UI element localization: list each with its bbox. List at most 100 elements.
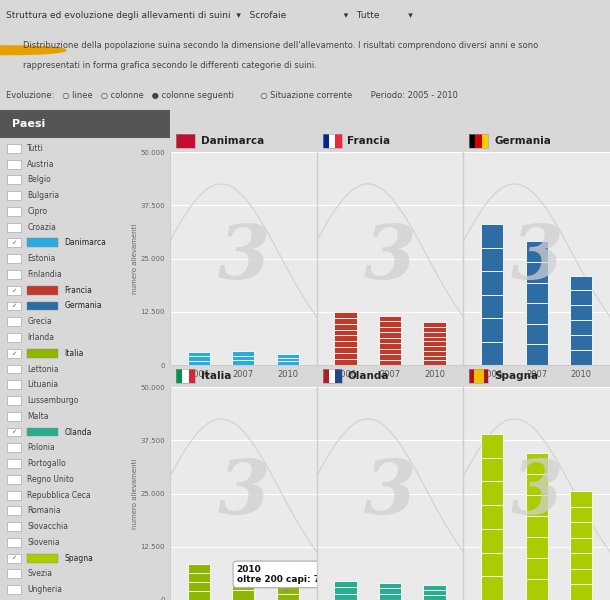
Bar: [570, 538, 592, 553]
Bar: [474, 370, 484, 383]
Text: Slovenia: Slovenia: [27, 538, 60, 547]
Bar: [469, 370, 488, 383]
Bar: [336, 134, 342, 148]
Bar: [7, 349, 21, 358]
Bar: [570, 584, 592, 600]
Bar: [423, 346, 445, 351]
Bar: [27, 554, 58, 563]
Bar: [7, 380, 21, 389]
Bar: [336, 370, 342, 383]
Bar: [188, 352, 210, 356]
Bar: [176, 370, 182, 383]
Text: Belgio: Belgio: [27, 175, 51, 184]
Bar: [481, 505, 503, 529]
Bar: [7, 333, 21, 342]
Text: Italia: Italia: [65, 349, 84, 358]
Bar: [526, 283, 548, 303]
Text: Lettonia: Lettonia: [27, 364, 59, 373]
Bar: [570, 569, 592, 584]
Bar: [423, 351, 445, 356]
Bar: [570, 290, 592, 305]
Bar: [334, 312, 357, 317]
Bar: [323, 134, 342, 148]
Bar: [334, 323, 357, 329]
Bar: [379, 349, 401, 354]
Text: Olanda: Olanda: [65, 428, 92, 437]
Bar: [323, 370, 342, 383]
Bar: [482, 134, 488, 148]
Bar: [423, 341, 445, 346]
Bar: [334, 347, 357, 353]
Bar: [232, 590, 254, 600]
Bar: [7, 160, 21, 169]
Text: Finlandia: Finlandia: [27, 270, 62, 279]
Bar: [379, 589, 401, 594]
Bar: [7, 191, 21, 200]
Bar: [27, 302, 58, 310]
Bar: [379, 316, 401, 322]
Bar: [7, 238, 21, 247]
Bar: [526, 495, 548, 516]
Text: Evoluzione:   ○ linee   ○ colonne   ● colonne seguenti          ○ Situazione cor: Evoluzione: ○ linee ○ colonne ● colonne …: [6, 91, 458, 100]
Bar: [277, 581, 299, 587]
Bar: [379, 594, 401, 600]
Text: rappresentati in forma grafica secondo le differenti categorie di suini.: rappresentati in forma grafica secondo l…: [23, 61, 317, 70]
Text: Svezia: Svezia: [27, 569, 52, 578]
Bar: [475, 134, 482, 148]
Bar: [570, 491, 592, 507]
Bar: [423, 332, 445, 337]
Text: Germania: Germania: [65, 301, 102, 310]
Bar: [188, 361, 210, 365]
Text: 3: 3: [364, 457, 416, 530]
Bar: [7, 223, 21, 232]
Text: 3: 3: [511, 222, 563, 295]
Bar: [27, 286, 58, 295]
Bar: [329, 370, 336, 383]
Text: Struttura ed evoluzione degli allevamenti di suini  ▾   Scrofaie                : Struttura ed evoluzione degli allevament…: [6, 11, 413, 20]
Bar: [379, 583, 401, 589]
Bar: [334, 341, 357, 347]
Bar: [7, 365, 21, 373]
Bar: [481, 224, 503, 248]
Bar: [7, 396, 21, 405]
Bar: [334, 359, 357, 365]
Bar: [334, 593, 357, 600]
Bar: [570, 523, 592, 538]
Bar: [277, 354, 299, 358]
Bar: [526, 241, 548, 262]
Bar: [481, 529, 503, 553]
Bar: [379, 359, 401, 365]
Text: Tutti: Tutti: [27, 144, 44, 153]
Bar: [7, 538, 21, 547]
Bar: [277, 358, 299, 361]
Bar: [7, 475, 21, 484]
Bar: [423, 322, 445, 327]
Text: Austria: Austria: [27, 160, 55, 169]
Bar: [7, 412, 21, 421]
Text: 3: 3: [217, 222, 270, 295]
Bar: [7, 286, 21, 295]
Bar: [323, 370, 329, 383]
Bar: [176, 370, 195, 383]
Bar: [526, 303, 548, 324]
Bar: [469, 134, 488, 148]
Bar: [27, 349, 58, 358]
Text: Regno Unito: Regno Unito: [27, 475, 74, 484]
Bar: [469, 134, 475, 148]
Text: Grecia: Grecia: [27, 317, 52, 326]
Bar: [379, 327, 401, 332]
Bar: [526, 262, 548, 283]
Bar: [232, 562, 254, 571]
Bar: [7, 443, 21, 452]
Text: Irlanda: Irlanda: [27, 333, 54, 342]
Bar: [526, 344, 548, 365]
Bar: [334, 335, 357, 341]
Bar: [182, 370, 188, 383]
Text: Danimarca: Danimarca: [201, 136, 264, 146]
Bar: [570, 275, 592, 290]
Text: ✓: ✓: [12, 241, 16, 245]
Text: Slovacchia: Slovacchia: [27, 522, 68, 531]
Bar: [188, 573, 210, 582]
Text: Francia: Francia: [65, 286, 93, 295]
Y-axis label: numero allevamenti: numero allevamenti: [132, 223, 138, 293]
